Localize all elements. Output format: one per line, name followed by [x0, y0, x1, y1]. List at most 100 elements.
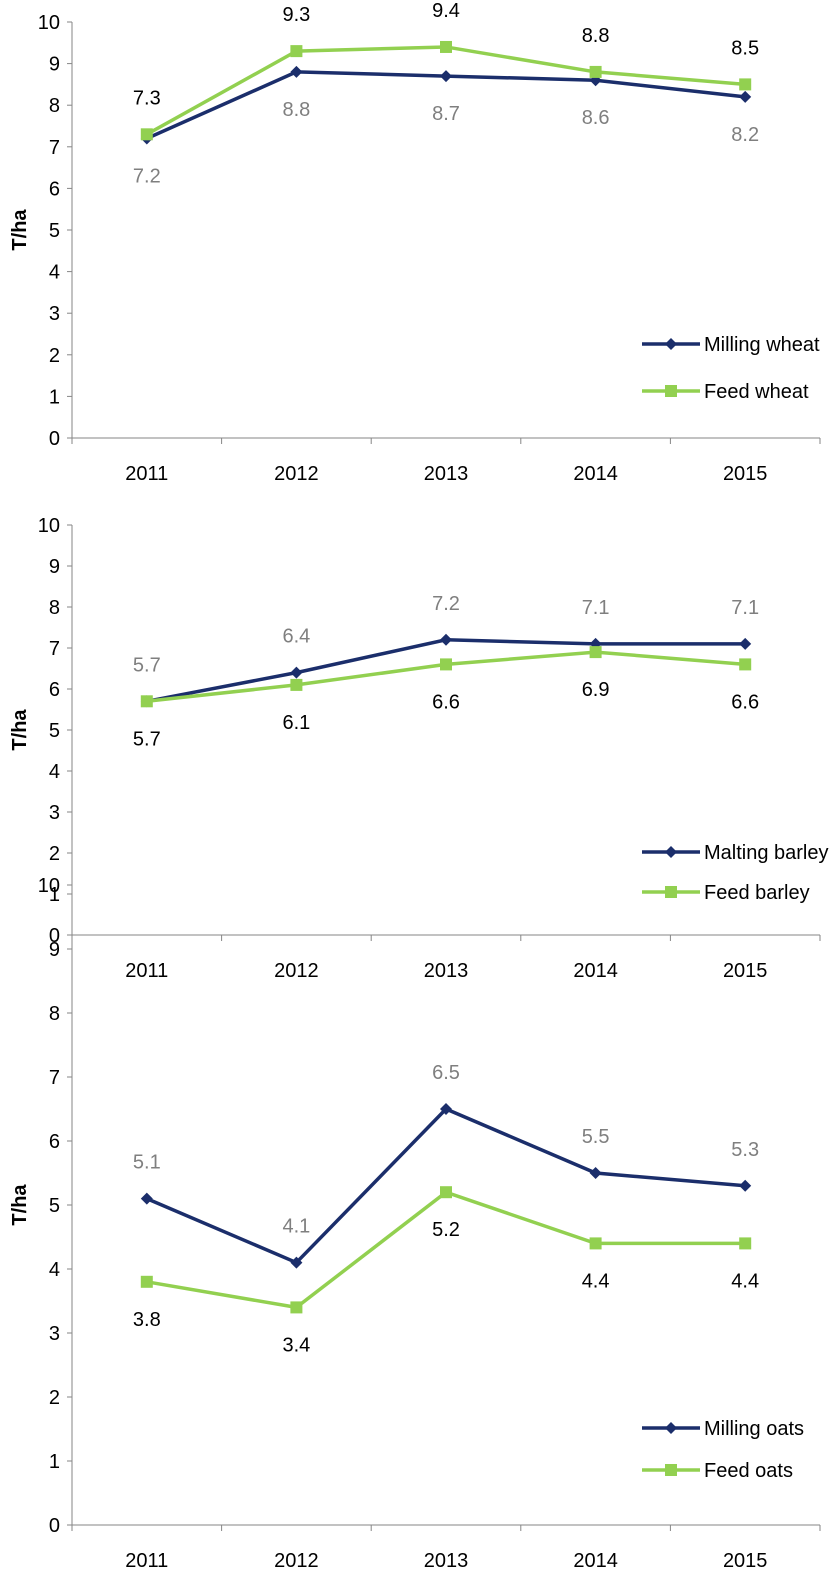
data-point [290, 1256, 303, 1269]
y-axis-title: T/ha [9, 209, 31, 251]
y-tick-label: 0 [49, 925, 60, 947]
data-point [290, 45, 303, 58]
data-point [589, 1167, 602, 1179]
data-label: 8.5 [731, 37, 759, 59]
y-axis-title: T/ha [9, 709, 31, 751]
y-tick-label: 6 [49, 178, 60, 200]
y-axis-title: T/ha [9, 1184, 31, 1226]
data-label: 8.8 [582, 25, 610, 47]
data-point [440, 1186, 452, 1199]
x-tick-label: 2013 [424, 960, 469, 982]
data-label: 9.3 [282, 4, 310, 26]
legend-label: Feed barley [704, 882, 810, 904]
legend-label: Feed oats [704, 1460, 793, 1482]
data-label: 5.2 [432, 1219, 460, 1241]
legend-marker [665, 338, 677, 350]
data-label: 7.3 [133, 87, 161, 109]
data-label: 3.8 [133, 1309, 161, 1331]
data-point [739, 90, 752, 103]
data-point [290, 678, 303, 691]
x-tick-label: 2012 [274, 1550, 319, 1572]
data-label: 4.1 [282, 1216, 310, 1238]
legend-marker [665, 385, 677, 397]
data-point [440, 70, 452, 83]
data-point [739, 1237, 752, 1250]
data-label: 7.2 [432, 593, 460, 615]
y-tick-label: 1 [49, 386, 60, 408]
data-label: 4.4 [582, 1270, 610, 1292]
legend-marker [665, 1464, 677, 1476]
data-point [440, 633, 452, 646]
y-tick-label: 9 [49, 556, 60, 578]
data-label: 8.2 [731, 124, 759, 146]
x-tick-label: 2014 [573, 463, 618, 485]
y-tick-label: 4 [49, 761, 60, 783]
data-label: 8.7 [432, 103, 460, 125]
data-point [739, 78, 752, 91]
x-tick-label: 2014 [573, 960, 618, 982]
x-tick-label: 2011 [125, 960, 168, 982]
x-tick-label: 2012 [274, 463, 319, 485]
data-label: 5.7 [133, 654, 161, 676]
wheat-yield-chart: 0 1 2 3 4 5 6 7 8 9 10 2011 2012 2013 2014 2015 T/ha 7.2 8… [9, 0, 821, 485]
y-tick-label: 1 [49, 1451, 60, 1473]
data-label: 7.1 [731, 597, 759, 619]
legend-marker [665, 886, 677, 898]
y-tick-label: 2 [49, 1387, 60, 1409]
legend-marker [665, 846, 677, 858]
data-point [739, 1179, 752, 1192]
data-point [589, 646, 602, 659]
y-tick-label: 9 [49, 54, 60, 76]
data-label: 8.8 [282, 99, 310, 121]
x-tick-label: 2013 [424, 463, 469, 485]
y-tick-label: 5 [49, 720, 60, 742]
y-tick-label: 10 [38, 515, 60, 537]
x-tick-label: 2014 [573, 1550, 618, 1572]
x-tick-label: 2015 [723, 960, 768, 982]
data-label: 5.7 [133, 728, 161, 750]
data-point [440, 658, 452, 671]
y-tick-label: 8 [49, 597, 60, 619]
legend-marker [665, 1422, 677, 1434]
data-point [440, 1103, 452, 1115]
series-line [146, 1190, 746, 1310]
y-tick-label: 0 [49, 1515, 60, 1537]
data-point [440, 40, 452, 53]
data-label: 6.6 [432, 691, 460, 713]
y-tick-label: 3 [49, 802, 60, 824]
data-label: 7.1 [582, 597, 610, 619]
data-point [140, 1192, 153, 1205]
data-label: 6.4 [282, 626, 310, 648]
y-tick-label: 5 [49, 1195, 60, 1217]
data-point [290, 1301, 303, 1314]
data-point [290, 666, 303, 679]
y-tick-label: 6 [49, 679, 60, 701]
data-label: 6.6 [731, 691, 759, 713]
y-tick-label: 7 [49, 137, 60, 159]
data-point [140, 1275, 153, 1288]
y-tick-label: 1 [49, 884, 60, 906]
x-tick-label: 2011 [125, 1550, 168, 1572]
y-tick-label: 8 [49, 1003, 60, 1025]
data-label: 9.4 [432, 0, 460, 22]
y-tick-label: 6 [49, 1131, 60, 1153]
data-point [589, 65, 602, 78]
legend-label: Milling wheat [704, 334, 820, 356]
y-tick-label: 4 [49, 262, 60, 284]
x-tick-label: 2011 [125, 463, 168, 485]
data-point [589, 1237, 602, 1250]
data-label: 5.5 [582, 1126, 610, 1148]
y-tick-label: 7 [49, 638, 60, 660]
y-tick-label: 4 [49, 1259, 60, 1281]
data-label: 8.6 [582, 107, 610, 129]
data-label: 4.4 [731, 1270, 759, 1292]
y-tick-label: 3 [49, 303, 60, 325]
x-tick-label: 2013 [424, 1550, 469, 1572]
data-point [739, 658, 752, 671]
y-tick-label: 8 [49, 95, 60, 117]
data-point [739, 637, 752, 650]
x-tick-label: 2015 [723, 463, 768, 485]
legend-label: Feed wheat [704, 381, 809, 403]
data-label: 5.3 [731, 1139, 759, 1161]
